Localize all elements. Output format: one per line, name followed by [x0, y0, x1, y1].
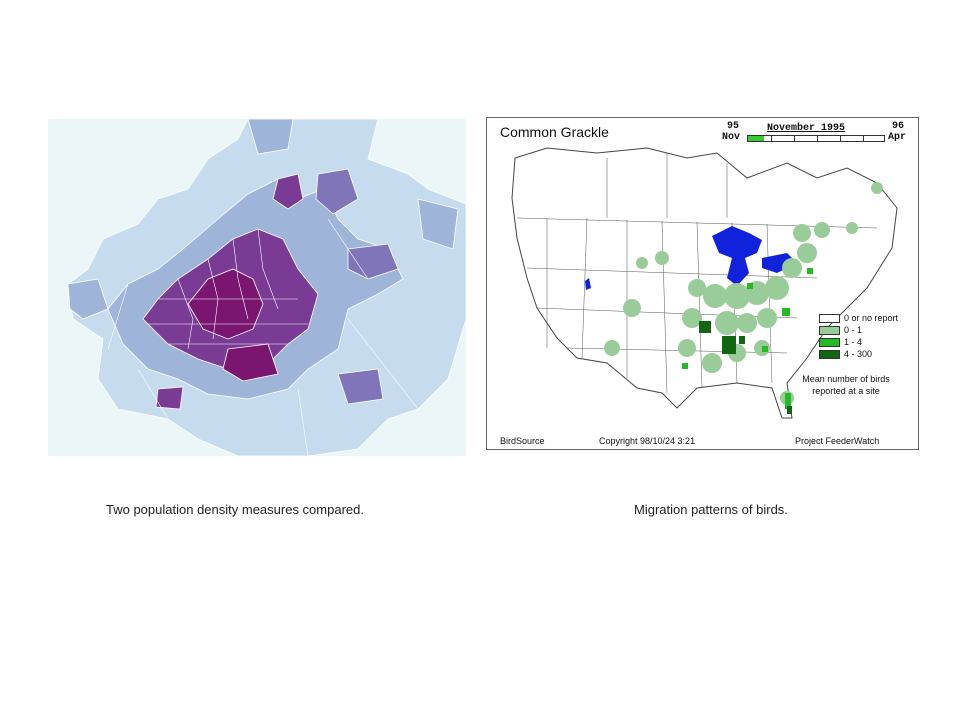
legend-label: 0 or no report [844, 313, 899, 323]
density-patch-top [247, 119, 294, 155]
footer-source: BirdSource [500, 436, 545, 446]
species-title: Common Grackle [500, 124, 609, 140]
legend-swatch [819, 325, 840, 335]
time-end-number: 96 [892, 121, 905, 132]
legend-caption-line: Mean number of birds [802, 374, 890, 384]
density-patch-w [67, 278, 109, 320]
legend-caption: Mean number of birds reported at a site [791, 373, 901, 397]
legend-item: 0 or no report [819, 312, 898, 324]
density-region-core [187, 268, 264, 340]
timeline-tick [817, 136, 818, 141]
population-density-map [48, 119, 466, 456]
density-patch-north [272, 173, 304, 210]
great-lakes [712, 226, 797, 286]
footer-copyright: Copyright 98/10/24 3:21 [599, 436, 696, 446]
north-america-svg [511, 147, 898, 419]
density-patch-se [337, 368, 384, 405]
density-patch-east [347, 243, 399, 280]
density-patch-east2 [417, 198, 459, 250]
lake-small [585, 278, 591, 290]
legend-label: 1 - 4 [844, 337, 863, 347]
timeline-tick [863, 136, 864, 141]
timeline-progress [748, 136, 765, 141]
legend-swatch [819, 313, 840, 323]
density-patch-ne [315, 168, 359, 215]
timeline-tick [840, 136, 841, 141]
caption-density: Two population density measures compared… [106, 502, 364, 517]
current-period-label: November 1995 [767, 123, 846, 134]
legend-swatch [819, 337, 840, 347]
caption-migration: Migration patterns of birds. [634, 502, 788, 517]
legend-swatch [819, 349, 840, 359]
legend-label: 4 - 300 [844, 349, 873, 359]
timeline-tick [794, 136, 795, 141]
bird-migration-map: Common Grackle 95 Nov November 1995 96 A… [486, 117, 919, 450]
legend-item: 0 - 1 [819, 324, 898, 336]
time-end-month: Apr [888, 132, 907, 143]
tract-boundaries [107, 218, 419, 456]
observation-zones [604, 182, 883, 414]
density-map-svg [67, 119, 466, 456]
density-patch-sw [155, 386, 184, 410]
legend-label: 0 - 1 [844, 325, 863, 335]
footer-project: Project FeederWatch [795, 436, 880, 446]
legend-caption-line: reported at a site [812, 386, 880, 396]
time-start-month: Nov [722, 132, 741, 143]
legend: 0 or no report 0 - 1 1 - 4 4 - 300 [819, 312, 898, 360]
legend-item: 1 - 4 [819, 336, 898, 348]
density-patch-s [222, 343, 279, 382]
time-start-number: 95 [727, 121, 740, 132]
timeline-tick [771, 136, 772, 141]
timeline-bar[interactable] [747, 135, 885, 142]
boundaries [516, 153, 878, 394]
legend-item: 4 - 300 [819, 348, 898, 360]
